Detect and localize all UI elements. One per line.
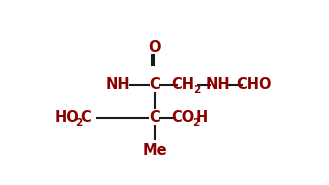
- Text: Me: Me: [142, 143, 167, 158]
- Text: H: H: [196, 110, 208, 125]
- Text: C: C: [149, 110, 160, 125]
- Text: 2: 2: [75, 118, 82, 128]
- Text: HO: HO: [54, 110, 79, 125]
- Text: CHO: CHO: [236, 77, 272, 92]
- Text: NH: NH: [105, 77, 130, 92]
- Text: CH: CH: [172, 77, 195, 92]
- Text: CO: CO: [171, 110, 195, 125]
- Text: 2: 2: [192, 118, 199, 128]
- Text: 2: 2: [193, 85, 200, 95]
- Text: C: C: [149, 77, 160, 92]
- Text: C: C: [80, 110, 90, 125]
- Text: NH: NH: [206, 77, 231, 92]
- Text: O: O: [148, 40, 161, 55]
